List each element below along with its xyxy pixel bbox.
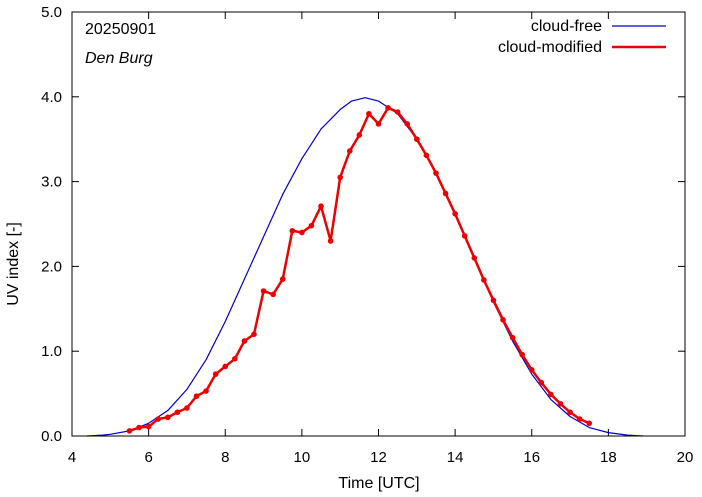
x-tick-labels: 4 6 8 10 12 14 16 18 20 (68, 449, 694, 466)
data-point-cloud-modified (442, 190, 449, 197)
data-point-cloud-modified (481, 277, 487, 283)
x-tick-label: 16 (523, 449, 540, 466)
data-point-cloud-modified (155, 416, 161, 422)
data-point-cloud-modified (193, 393, 200, 399)
data-point-cloud-modified (557, 400, 564, 407)
data-point-cloud-modified (548, 391, 554, 398)
data-point-cloud-modified (232, 356, 238, 362)
data-point-cloud-modified (500, 317, 506, 323)
legend-label-cloud-modified: cloud-modified (498, 39, 602, 56)
data-point-cloud-modified (471, 255, 478, 261)
data-point-cloud-modified (126, 428, 133, 434)
data-point-cloud-modified (251, 331, 257, 338)
data-point-cloud-modified (318, 203, 324, 209)
data-point-cloud-modified (490, 297, 497, 304)
data-point-cloud-modified (337, 174, 343, 181)
data-point-cloud-modified (567, 409, 573, 416)
data-point-cloud-modified (308, 222, 315, 229)
data-point-cloud-modified (164, 414, 171, 421)
data-point-cloud-modified (576, 416, 583, 422)
data-point-cloud-modified (184, 405, 190, 411)
data-point-cloud-modified (519, 351, 525, 358)
x-tick-label: 8 (221, 449, 229, 466)
data-point-cloud-modified (203, 388, 209, 394)
x-tick-label: 6 (144, 449, 152, 466)
data-point-cloud-modified (586, 420, 593, 427)
x-tick-label: 18 (600, 449, 617, 466)
data-point-cloud-modified (366, 110, 372, 117)
data-point-cloud-modified (270, 291, 276, 298)
y-tick-label: 0.0 (41, 428, 62, 445)
y-tick-labels: 0.0 1.0 2.0 3.0 4.0 5.0 (41, 4, 62, 445)
x-tick-label: 4 (68, 449, 76, 466)
x-tick-label: 12 (370, 449, 387, 466)
y-tick-label: 5.0 (41, 4, 62, 21)
x-tick-label: 20 (677, 449, 694, 466)
data-point-cloud-modified (509, 334, 516, 341)
x-axis-label: Time [UTC] (338, 475, 419, 492)
y-tick-label: 3.0 (41, 174, 62, 191)
y-tick-label: 4.0 (41, 89, 62, 106)
legend-label-cloud-free: cloud-free (531, 18, 602, 35)
legend: cloud-free cloud-modified (498, 18, 666, 56)
data-point-cloud-modified (375, 121, 382, 127)
x-tick-label: 14 (447, 449, 464, 466)
data-point-cloud-modified (461, 233, 468, 239)
data-point-cloud-modified (528, 367, 535, 373)
data-point-cloud-modified (394, 109, 401, 115)
series-line-cloud-free (86, 97, 644, 437)
data-point-cloud-modified (404, 121, 411, 127)
point-layer (126, 105, 593, 434)
date-annotation: 20250901 (85, 21, 156, 38)
data-point-cloud-modified (299, 229, 305, 236)
y-tick-label: 2.0 (41, 258, 62, 275)
data-point-cloud-modified (433, 170, 439, 176)
station-annotation: Den Burg (85, 50, 153, 67)
data-point-cloud-modified (423, 152, 430, 159)
data-point-cloud-modified (279, 276, 286, 282)
data-point-cloud-modified (145, 423, 152, 430)
data-point-cloud-modified (452, 211, 458, 217)
data-point-cloud-modified (241, 338, 248, 344)
x-tick-label: 10 (294, 449, 311, 466)
data-point-cloud-modified (260, 288, 267, 294)
data-point-cloud-modified (174, 409, 181, 416)
data-point-cloud-modified (385, 105, 391, 111)
plot-frame (71, 11, 686, 437)
data-point-cloud-modified (538, 379, 545, 386)
data-point-cloud-modified (356, 132, 363, 138)
y-tick-label: 1.0 (41, 343, 62, 360)
data-point-cloud-modified (212, 371, 219, 377)
data-point-cloud-modified (289, 227, 296, 234)
data-point-cloud-modified (327, 238, 334, 244)
data-point-cloud-modified (346, 148, 353, 154)
data-point-cloud-modified (222, 363, 229, 370)
data-point-cloud-modified (414, 136, 420, 142)
y-axis-label: UV index [-] (5, 222, 22, 306)
data-point-cloud-modified (136, 424, 142, 431)
